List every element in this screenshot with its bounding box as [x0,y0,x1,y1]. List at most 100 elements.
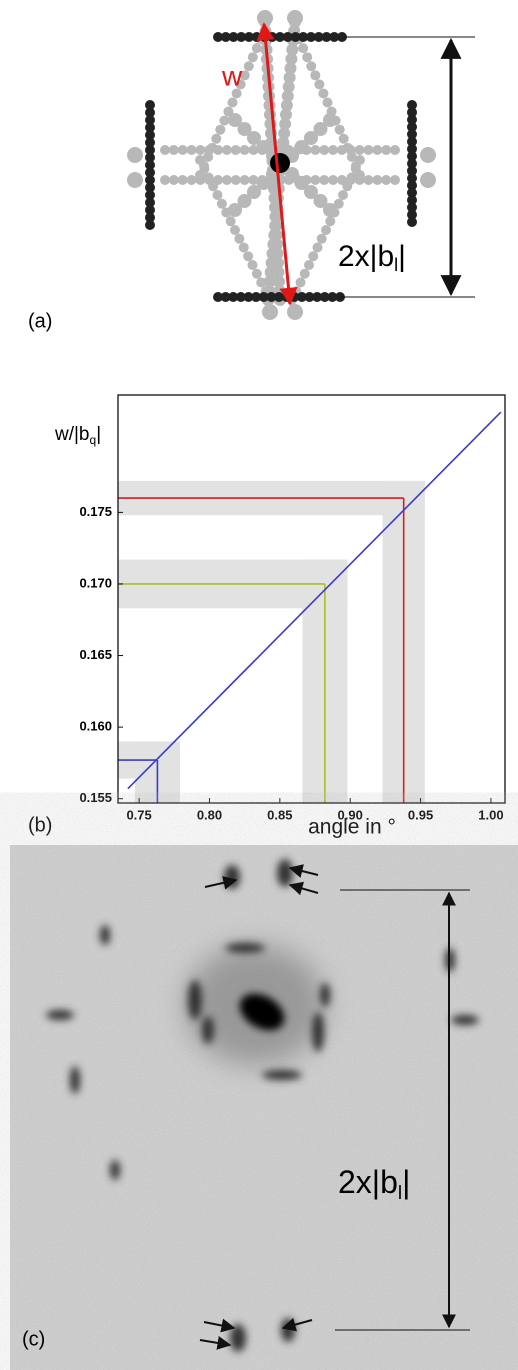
bead [407,209,417,220]
bead [314,79,325,90]
dim-label-part: 2x|b [338,1164,398,1200]
bead [363,175,374,185]
bead [336,175,347,185]
bead [407,100,417,110]
bead [235,292,246,302]
bead [319,145,330,155]
bead [270,153,290,173]
bead [287,10,303,26]
bead [177,145,188,155]
spot [239,993,285,1031]
bead [230,145,241,155]
bead [372,145,383,155]
bead [213,292,223,302]
bead [407,217,417,227]
bead [310,175,321,185]
y-tick-label: 0.155 [79,790,112,805]
bead [350,163,361,174]
bead [308,251,319,262]
bead [186,175,197,185]
y-tick-label: 0.160 [79,719,112,734]
bead [319,292,330,302]
bead [420,172,436,188]
panel-label: (c) [22,1328,45,1350]
bead [338,133,349,144]
bead [299,268,310,279]
bead [195,145,206,155]
bead [296,292,307,302]
bead [239,145,250,155]
bead [230,225,240,235]
bead [216,198,227,209]
x-axis-label: angle in ° [308,816,396,839]
bead [213,32,223,42]
bead [323,203,337,217]
bead [328,175,339,185]
molecule [127,10,436,320]
bead [235,79,246,90]
bead [262,304,278,320]
w-label: w [221,60,243,91]
x-tick-label: 0.95 [408,807,433,822]
bead [323,113,337,127]
bead [127,147,143,163]
dim-label-part: | [402,1164,410,1200]
bead [145,115,155,125]
x-tick-label: 0.80 [197,807,222,822]
bead [313,122,328,136]
bead [145,122,155,133]
bead [295,277,306,288]
x-tick-label: 0.85 [267,807,292,822]
bead [145,100,155,110]
bead [145,137,155,148]
y-axis-label-part: w/|b [54,424,90,445]
bead [313,32,324,42]
bead [321,225,331,235]
bead [354,175,365,185]
bead [160,145,170,155]
bead [325,216,336,227]
x-tick-label: 0.75 [126,807,151,822]
bead [306,61,317,72]
bead [363,145,374,155]
bead [304,131,318,145]
dim-label-sub: l [394,255,398,275]
bead [244,32,254,42]
x-tick-label: 0.90 [338,807,363,822]
bead [243,251,254,262]
bead [407,107,417,118]
bead [227,97,238,108]
bead [145,152,155,163]
bead [247,52,258,63]
bead [407,202,417,213]
bead [345,145,356,155]
bead [195,175,206,185]
bead [127,172,143,188]
plot-frame [117,394,506,804]
bead [318,88,329,99]
bead [256,277,267,288]
bead [321,32,332,42]
bead [248,175,259,185]
y-axis-label-sub: q [90,433,97,447]
y-axis-label: w/|bq| [54,424,101,447]
bead [312,292,323,302]
bead [223,106,234,117]
x-tick-label: 1.00 [478,807,503,822]
dim-label-sub: l [398,1183,402,1204]
bead [247,260,258,270]
bead [237,122,252,136]
dim-label: 2x|bl| [338,240,406,275]
bead [160,175,170,185]
bead [220,32,231,42]
bead [294,176,309,190]
bead [328,145,339,155]
bead [251,268,262,279]
y-tick-label: 0.175 [79,504,112,519]
bead [213,145,224,155]
bead [211,133,222,144]
bead [407,158,417,169]
bead [145,130,155,140]
y-tick-label: 0.165 [79,647,112,662]
